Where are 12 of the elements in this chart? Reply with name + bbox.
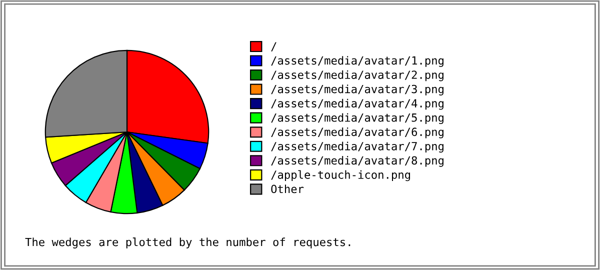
legend-label: /assets/media/avatar/4.png: [271, 98, 444, 110]
legend-label: /apple-touch-icon.png: [271, 170, 410, 182]
legend-label: /assets/media/avatar/3.png: [271, 84, 444, 96]
legend-label: /: [271, 42, 276, 52]
legend-label: /assets/media/avatar/6.png: [271, 127, 444, 138]
text: The wedges are plotted by the number of requests.: [25, 238, 350, 248]
legend-label: /assets/media/avatar/2.png: [271, 70, 444, 82]
legend-label: /assets/media/avatar/5.png: [271, 113, 444, 124]
legend-label: /assets/media/avatar/1.png: [271, 56, 444, 67]
legend-label: /assets/media/avatar/7.png: [271, 142, 444, 153]
legend-label: Other: [271, 184, 304, 194]
legend-label: /assets/media/avatar/8.png: [271, 156, 444, 167]
